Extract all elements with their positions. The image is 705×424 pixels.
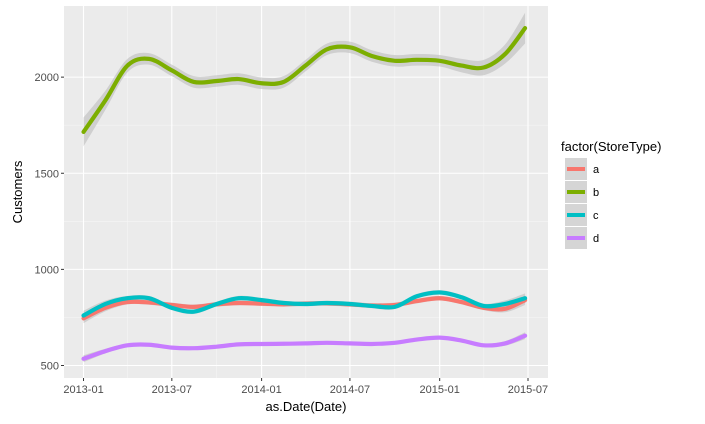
x-axis-title: as.Date(Date): [266, 399, 347, 414]
y-tick-label: 2000: [35, 72, 59, 84]
legend-label-d: d: [593, 233, 599, 245]
y-tick-label: 500: [41, 361, 59, 373]
x-tick-label: 2014-01: [241, 384, 281, 396]
legend-label-a: a: [593, 164, 600, 176]
y-tick-label: 1500: [35, 168, 59, 180]
y-tick-label: 1000: [35, 264, 59, 276]
x-tick-label: 2013-01: [63, 384, 103, 396]
x-tick-label: 2013-07: [152, 384, 192, 396]
legend-title: factor(StoreType): [561, 139, 661, 154]
x-tick-label: 2014-07: [330, 384, 370, 396]
y-axis-title: Customers: [10, 160, 25, 223]
legend-label-b: b: [593, 187, 599, 199]
legend-label-c: c: [593, 210, 599, 222]
x-tick-label: 2015-01: [419, 384, 459, 396]
x-tick-label: 2015-07: [508, 384, 548, 396]
